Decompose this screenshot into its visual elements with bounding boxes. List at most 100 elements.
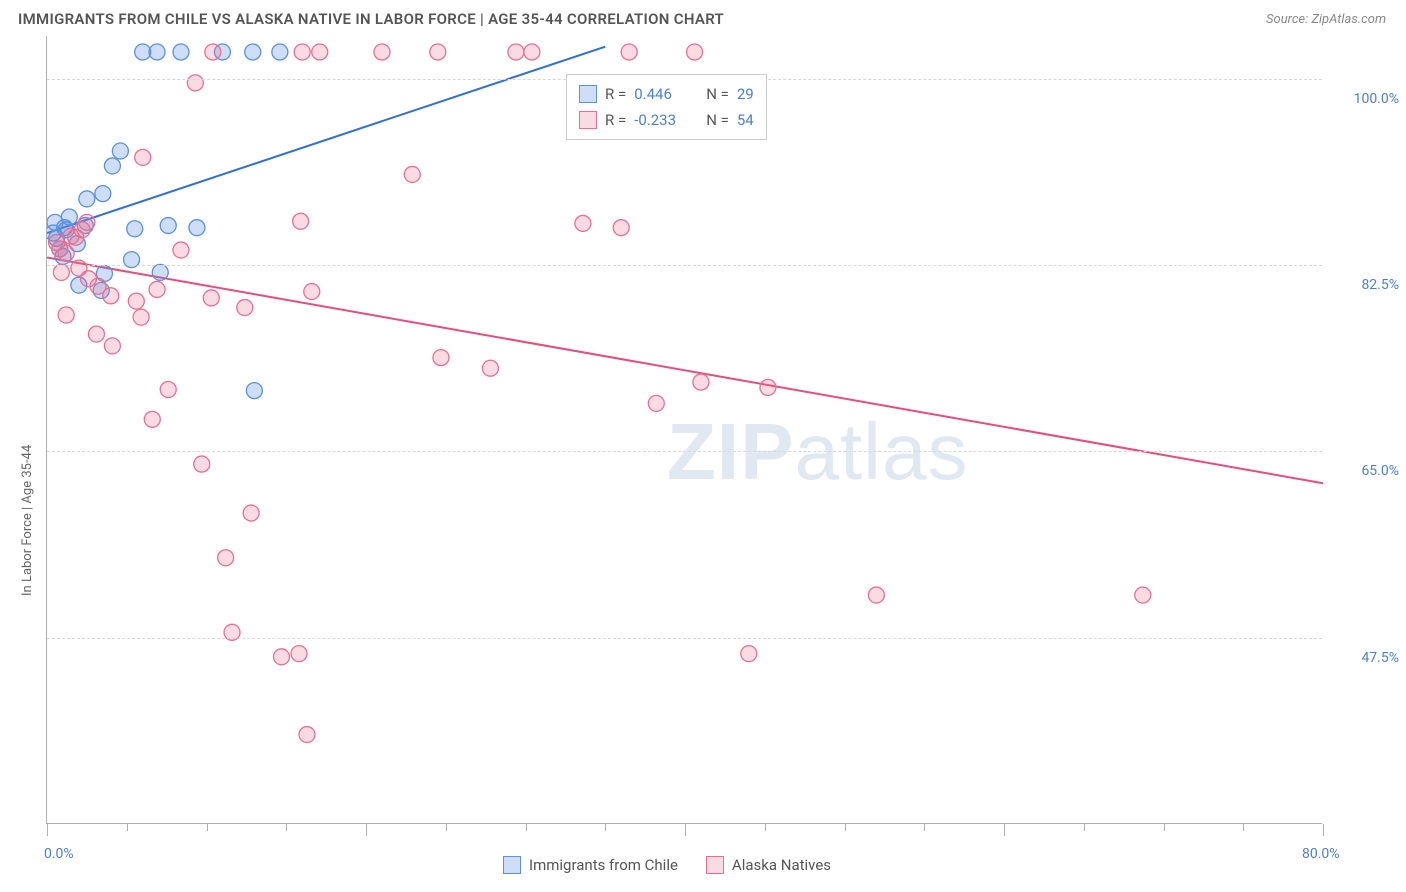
- scatter-point: [273, 649, 289, 665]
- scatter-point: [80, 271, 96, 287]
- scatter-point: [868, 587, 884, 603]
- chart-header: IMMIGRANTS FROM CHILE VS ALASKA NATIVE I…: [0, 0, 1406, 36]
- scatter-point: [433, 350, 449, 366]
- trend-line: [47, 257, 1323, 483]
- legend-r-value: 0.446: [634, 81, 698, 107]
- scatter-point: [104, 338, 120, 354]
- scatter-point: [741, 646, 757, 662]
- scatter-point: [194, 456, 210, 472]
- series-legend-item: Immigrants from Chile: [503, 856, 678, 874]
- scatter-point: [203, 290, 219, 306]
- scatter-point: [214, 44, 230, 60]
- scatter-point: [69, 236, 85, 252]
- x-tick: [127, 824, 128, 831]
- legend-r-label: R =: [605, 81, 626, 107]
- scatter-point: [205, 44, 221, 60]
- scatter-point: [189, 220, 205, 236]
- x-tick: [685, 824, 686, 836]
- scatter-point: [374, 44, 390, 60]
- gridline-horizontal: [47, 638, 1322, 639]
- x-tick: [765, 824, 766, 831]
- scatter-point: [68, 229, 84, 245]
- legend-swatch-icon: [706, 856, 724, 874]
- x-tick: [1243, 824, 1244, 831]
- x-tick: [1004, 824, 1005, 836]
- y-tick-label: 82.5%: [1319, 277, 1399, 293]
- scatter-point: [71, 260, 87, 276]
- scatter-point: [53, 264, 69, 280]
- legend-row: R = 0.446 N = 29: [579, 81, 754, 107]
- scatter-point: [173, 44, 189, 60]
- legend-n-value: 54: [737, 107, 754, 133]
- chart-container: In Labor Force | Age 35-44 ZIPatlas 47.5…: [0, 36, 1406, 886]
- scatter-point: [430, 44, 446, 60]
- x-start-label: 0.0%: [44, 846, 74, 862]
- source-prefix: Source:: [1266, 12, 1311, 27]
- scatter-point: [79, 214, 95, 230]
- scatter-point: [245, 44, 261, 60]
- scatter-point: [135, 149, 151, 165]
- series-legend-item: Alaska Natives: [706, 856, 831, 874]
- scatter-point: [312, 44, 328, 60]
- source-attribution: Source: ZipAtlas.com: [1266, 12, 1386, 27]
- scatter-points-layer: [47, 36, 1323, 824]
- scatter-point: [246, 383, 262, 399]
- scatter-point: [160, 382, 176, 398]
- scatter-point: [293, 213, 309, 229]
- scatter-point: [58, 245, 74, 261]
- scatter-point: [49, 230, 65, 246]
- legend-swatch-icon: [579, 111, 597, 129]
- scatter-point: [524, 44, 540, 60]
- scatter-point: [272, 44, 288, 60]
- legend-r-label: R =: [605, 107, 626, 133]
- gridline-horizontal: [47, 265, 1322, 266]
- scatter-point: [149, 281, 165, 297]
- legend-n-label: N =: [706, 81, 729, 107]
- series-legend: Immigrants from Chile Alaska Natives: [503, 856, 831, 874]
- scatter-point: [149, 44, 165, 60]
- scatter-point: [291, 646, 307, 662]
- x-tick: [605, 824, 606, 831]
- scatter-point: [103, 288, 119, 304]
- scatter-point: [304, 284, 320, 300]
- x-tick: [446, 824, 447, 831]
- scatter-point: [237, 300, 253, 316]
- y-tick-label: 47.5%: [1319, 650, 1399, 666]
- x-end-label: 80.0%: [1302, 846, 1340, 862]
- scatter-point: [52, 241, 68, 257]
- scatter-point: [90, 278, 106, 294]
- x-tick: [47, 824, 48, 836]
- legend-swatch-icon: [503, 856, 521, 874]
- gridline-horizontal: [47, 451, 1322, 452]
- legend-n-value: 29: [737, 81, 754, 107]
- scatter-point: [55, 248, 71, 264]
- trend-lines-layer: [47, 36, 1323, 824]
- scatter-point: [104, 158, 120, 174]
- scatter-point: [88, 326, 104, 342]
- scatter-point: [482, 360, 498, 376]
- scatter-point: [144, 411, 160, 427]
- scatter-point: [135, 44, 151, 60]
- scatter-point: [404, 166, 420, 182]
- scatter-point: [575, 215, 591, 231]
- x-tick: [845, 824, 846, 831]
- x-tick: [924, 824, 925, 831]
- plot-area: ZIPatlas 47.5%65.0%82.5%100.0%: [46, 36, 1322, 824]
- x-tick: [1084, 824, 1085, 831]
- scatter-point: [243, 505, 259, 521]
- scatter-point: [96, 265, 112, 281]
- legend-r-value: -0.233: [634, 107, 698, 133]
- scatter-point: [52, 241, 68, 257]
- scatter-point: [508, 44, 524, 60]
- x-tick: [1323, 824, 1324, 836]
- scatter-point: [152, 264, 168, 280]
- scatter-point: [74, 222, 90, 238]
- legend-row: R = -0.233N = 54: [579, 107, 754, 133]
- scatter-point: [71, 277, 87, 293]
- source-name: ZipAtlas.com: [1311, 12, 1386, 27]
- scatter-point: [57, 220, 73, 236]
- legend-swatch-icon: [579, 85, 597, 103]
- scatter-point: [760, 379, 776, 395]
- y-axis-title: In Labor Force | Age 35-44: [20, 445, 35, 596]
- scatter-point: [1135, 587, 1151, 603]
